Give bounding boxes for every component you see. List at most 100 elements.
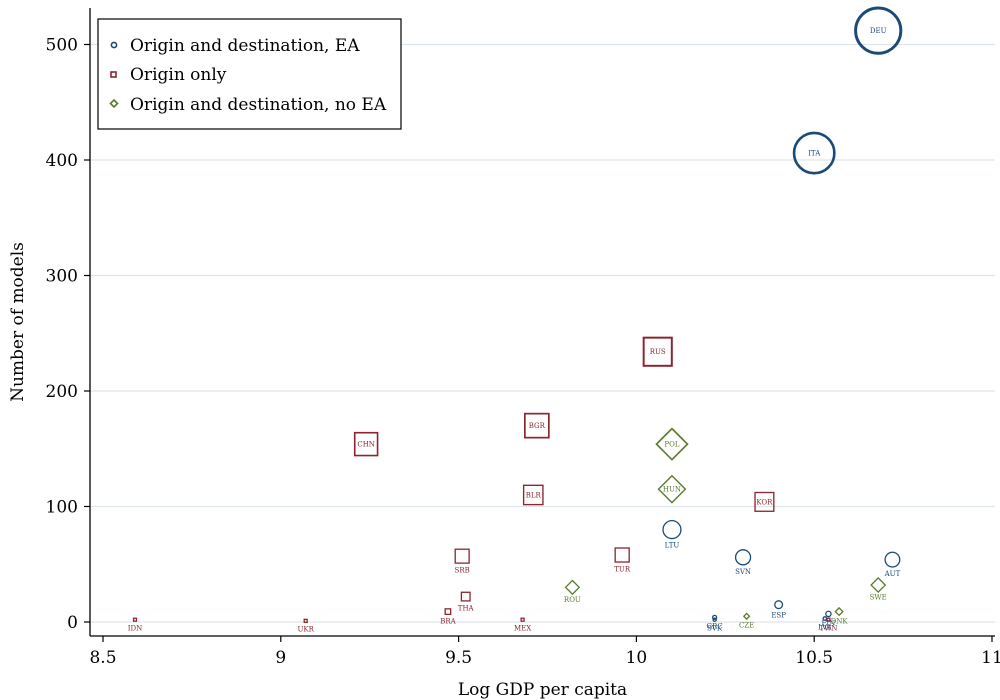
point-srb: SRB <box>454 548 470 575</box>
point-label: SVN <box>735 568 751 576</box>
point-ukr: UKR <box>297 618 315 633</box>
marker-circle <box>825 610 832 618</box>
legend-item-ea: Origin and destination, EA <box>110 36 360 56</box>
point-grc: GRC <box>707 614 723 630</box>
point-label: FIN <box>822 620 836 628</box>
point-label: BGR <box>529 422 546 430</box>
point-blr: BLR <box>522 484 544 506</box>
point-swe: SWE <box>870 577 887 602</box>
point-label: LTU <box>665 542 680 550</box>
point-label: RUS <box>650 348 666 356</box>
point-fin: FIN <box>822 610 836 628</box>
x-tick-label: 10.5 <box>795 648 833 668</box>
x-tick-label: 8.5 <box>89 648 116 668</box>
legend-label-ea: Origin and destination, EA <box>130 36 360 56</box>
x-tick-label: 9 <box>275 648 286 668</box>
legend-label-origin-only: Origin only <box>130 65 227 85</box>
point-label: POL <box>664 441 679 449</box>
point-label: AUT <box>884 570 901 578</box>
point-label: GRC <box>707 622 723 630</box>
point-label: SWE <box>870 594 887 602</box>
marker-circle <box>854 6 903 55</box>
point-tha: THA <box>458 591 475 612</box>
point-bgr: BGR <box>523 412 550 439</box>
point-idn: IDN <box>128 617 143 632</box>
legend-marker-diamond <box>109 98 119 109</box>
marker-square <box>454 548 470 564</box>
marker-circle <box>884 551 901 568</box>
y-tick-label: 400 <box>46 151 78 171</box>
point-esp: ESP <box>771 600 786 620</box>
legend-box <box>97 18 402 130</box>
marker-square <box>642 336 673 367</box>
marker-square <box>303 618 308 623</box>
point-label: ROU <box>564 596 581 604</box>
point-label: SVK <box>707 624 723 632</box>
point-label: CHN <box>357 441 375 449</box>
point-label: SRB <box>455 567 470 575</box>
point-label: MEX <box>514 624 531 632</box>
x-tick-label: 9.5 <box>445 648 472 668</box>
marker-diamond <box>834 606 844 617</box>
point-rou: ROU <box>564 579 581 604</box>
marker-square <box>614 547 630 563</box>
point-ita: ITA <box>792 131 836 175</box>
x-axis-title: Log GDP per capita <box>458 680 627 700</box>
marker-square <box>460 591 471 602</box>
point-label: DNK <box>831 618 849 626</box>
marker-square <box>444 608 452 616</box>
marker-square <box>520 617 525 622</box>
marker-circle <box>792 131 836 175</box>
y-tick-label: 100 <box>46 498 78 518</box>
point-ltu: LTU <box>662 520 682 550</box>
x-tick-label: 11 <box>981 648 1000 668</box>
point-label: THA <box>458 604 475 612</box>
marker-circle <box>822 616 828 621</box>
x-axis-ticks: 8.5 9 9.5 10 10.5 11 <box>89 636 1000 668</box>
point-label: HUN <box>663 486 681 494</box>
y-tick-label: 0 <box>67 613 78 633</box>
marker-circle <box>774 600 784 610</box>
point-label: TWN <box>819 624 837 632</box>
point-deu: DEU <box>854 6 903 55</box>
point-bra: BRA <box>440 608 457 626</box>
y-tick-label: 300 <box>46 267 78 287</box>
point-mex: MEX <box>514 617 531 632</box>
point-aut: AUT <box>884 551 901 578</box>
legend-label-no-ea: Origin and destination, no EA <box>130 95 387 115</box>
y-axis-ticks: 0 100 200 300 400 500 <box>46 36 90 633</box>
point-cze: CZE <box>739 612 754 629</box>
point-hun: HUN <box>657 474 687 504</box>
legend: Origin and destination, EA Origin only O… <box>97 18 402 130</box>
marker-square <box>522 484 544 506</box>
point-svn: SVN <box>734 549 752 576</box>
marker-square <box>826 617 831 622</box>
legend-item-origin-only: Origin only <box>110 65 227 85</box>
marker-diamond <box>870 577 887 594</box>
marker-square <box>754 491 775 512</box>
y-axis-title: Number of models <box>8 242 28 402</box>
axes: 8.5 9 9.5 10 10.5 11 0 100 200 300 400 500 Log GDP… <box>8 8 1000 700</box>
point-label: CZE <box>739 621 754 629</box>
legend-item-no-ea: Origin and destination, no EA <box>109 95 387 115</box>
point-label: ESP <box>771 612 786 620</box>
point-svk: SVK <box>707 617 723 632</box>
point-label: IDN <box>128 624 143 632</box>
point-twn: TWN <box>819 617 837 632</box>
marker-circle <box>711 614 718 621</box>
x-tick-label: 10 <box>626 648 648 668</box>
point-label: KOR <box>756 498 773 506</box>
marker-diamond <box>564 579 581 596</box>
marker-square <box>132 617 138 622</box>
point-label: BLR <box>526 491 542 499</box>
point-label: ITA <box>808 150 821 158</box>
point-chn: CHN <box>353 431 379 457</box>
marker-circle <box>734 549 752 566</box>
point-kor: KOR <box>754 491 775 512</box>
point-label: TUR <box>614 566 631 574</box>
marker-diamond <box>655 427 689 461</box>
marker-circle <box>662 520 682 540</box>
point-label: UKR <box>297 625 314 633</box>
marker-diamond <box>657 474 687 504</box>
